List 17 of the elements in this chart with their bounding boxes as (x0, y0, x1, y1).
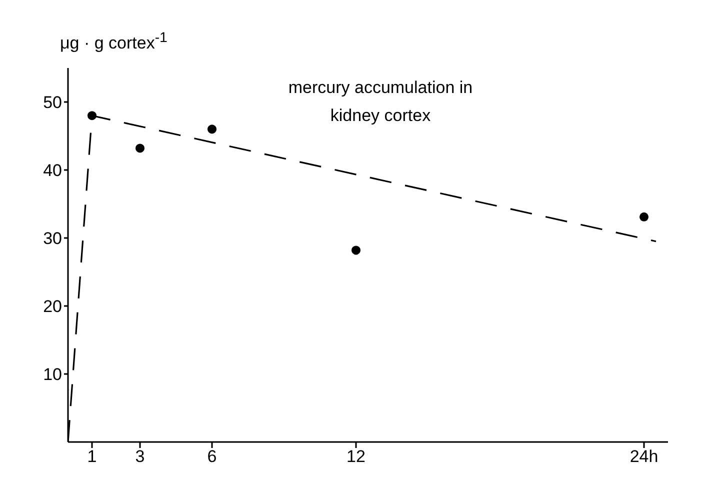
x-tick-label: 24h (630, 447, 658, 466)
x-tick-label: 12 (346, 447, 366, 466)
point (639, 212, 649, 222)
y-tick-label: 30 (43, 229, 62, 248)
x-tick-label: 1 (87, 447, 97, 466)
y-tick-label: 10 (43, 365, 62, 384)
point (87, 111, 97, 120)
x-tick-label: 6 (207, 447, 217, 466)
y-axis-title: μg · g cortex$^{-1}$ (60, 30, 168, 54)
point (207, 124, 217, 134)
y-tick-label: 50 (43, 93, 62, 112)
point (135, 144, 145, 153)
x-tick-label: 3 (135, 447, 145, 466)
point (351, 246, 361, 255)
text: mercury accumulation in kidney cortex (287, 77, 474, 127)
y-tick-label: 40 (43, 161, 62, 180)
y-tick-label: 20 (43, 297, 62, 316)
